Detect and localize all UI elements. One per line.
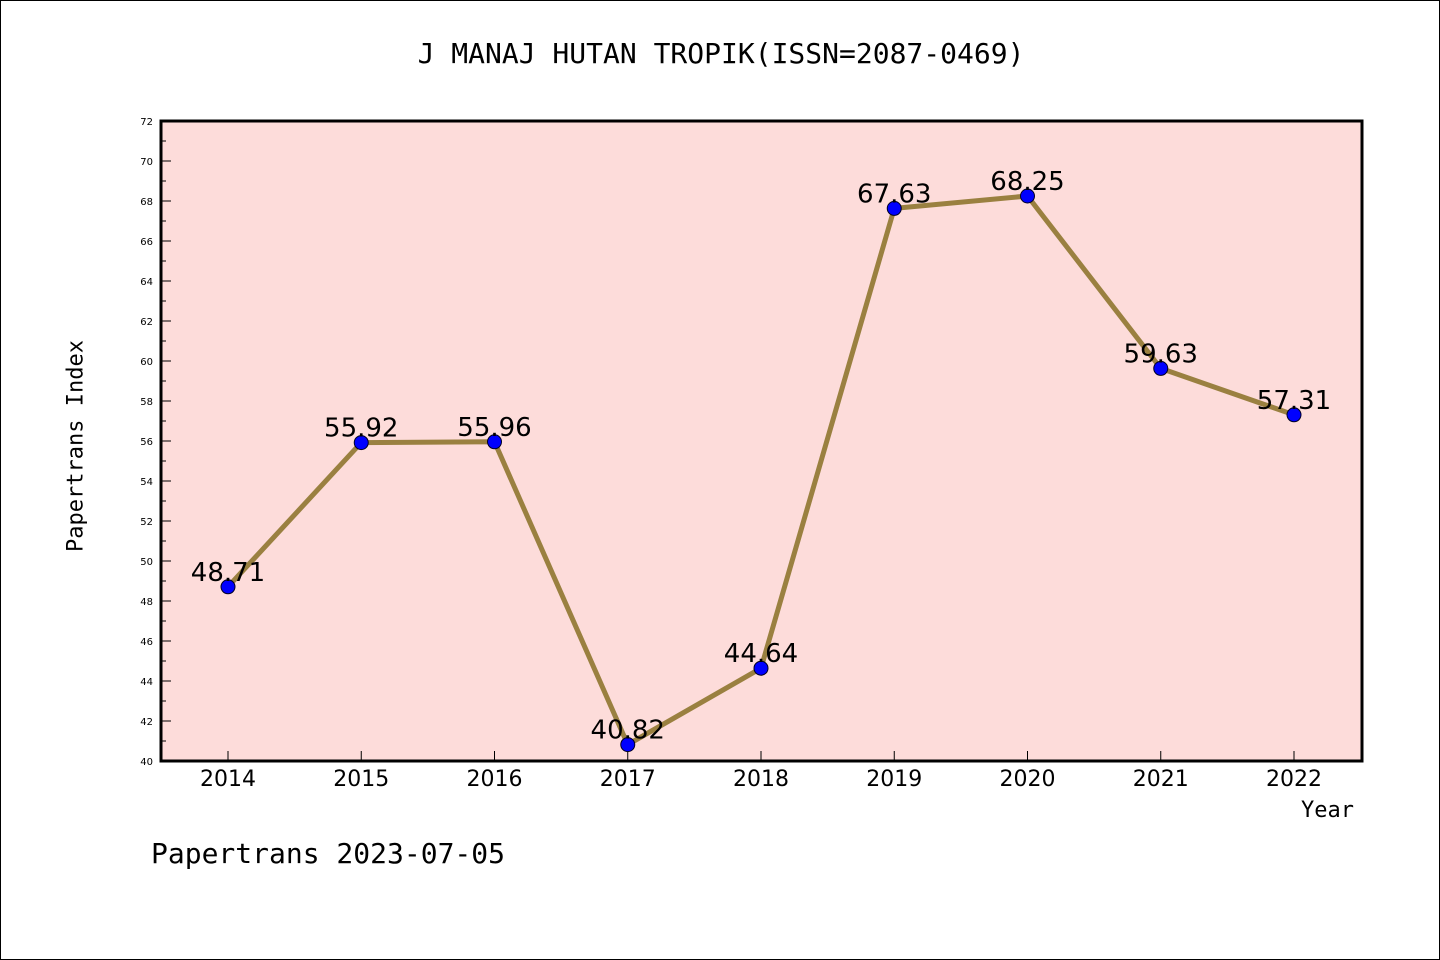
y-tick-label: 56 (140, 437, 153, 448)
data-point (620, 737, 636, 753)
data-point (487, 434, 502, 450)
data-point (1020, 188, 1035, 204)
y-tick-label: 58 (140, 397, 153, 408)
x-tick-label: 2014 (200, 767, 256, 792)
y-tick-label: 60 (140, 357, 153, 368)
y-tick-label: 46 (140, 637, 153, 648)
data-label: 67.63 (857, 179, 931, 209)
x-tick-label: 2022 (1266, 767, 1322, 792)
data-label: 57.31 (1257, 386, 1331, 416)
y-tick-label: 72 (140, 117, 153, 128)
x-tick-label: 2018 (733, 767, 789, 792)
y-tick-label: 54 (140, 477, 153, 488)
y-tick-label: 66 (140, 237, 153, 248)
x-tick-label: 2017 (600, 767, 656, 792)
x-axis-title: Year (1301, 798, 1354, 823)
data-label: 44.64 (724, 639, 798, 669)
y-tick-label: 44 (140, 677, 153, 688)
x-tick-label: 2015 (333, 767, 389, 792)
y-tick-label: 50 (140, 557, 153, 568)
data-point (1286, 407, 1302, 423)
x-tick-label: 2021 (1133, 767, 1189, 792)
y-tick-label: 68 (140, 197, 153, 208)
data-label: 59.63 (1124, 339, 1198, 369)
y-tick-label: 62 (140, 317, 153, 328)
x-tick-label: 2016 (467, 767, 523, 792)
data-label: 55.92 (324, 414, 398, 444)
footer-stamp: Papertrans 2023-07-05 (151, 837, 506, 870)
data-point (753, 660, 769, 676)
data-point (886, 200, 902, 216)
data-point (220, 579, 236, 595)
data-point (1153, 360, 1169, 376)
y-tick-label: 64 (140, 277, 153, 288)
y-tick-label: 48 (140, 597, 153, 608)
data-point (353, 435, 369, 451)
data-label: 68.25 (990, 167, 1064, 197)
data-label: 55.96 (457, 413, 531, 443)
x-tick-label: 2020 (1000, 767, 1056, 792)
data-label: 40.82 (591, 716, 665, 746)
y-tick-label: 52 (140, 517, 153, 528)
chart-title: J MANAJ HUTAN TROPIK(ISSN=2087-0469) (417, 37, 1025, 70)
y-tick-label: 42 (140, 717, 153, 728)
y-tick-label: 70 (140, 157, 153, 168)
plot-border (159, 119, 1364, 763)
data-label: 48.71 (191, 558, 265, 588)
x-tick-label: 2019 (866, 767, 922, 792)
y-tick-label: 40 (140, 757, 153, 768)
